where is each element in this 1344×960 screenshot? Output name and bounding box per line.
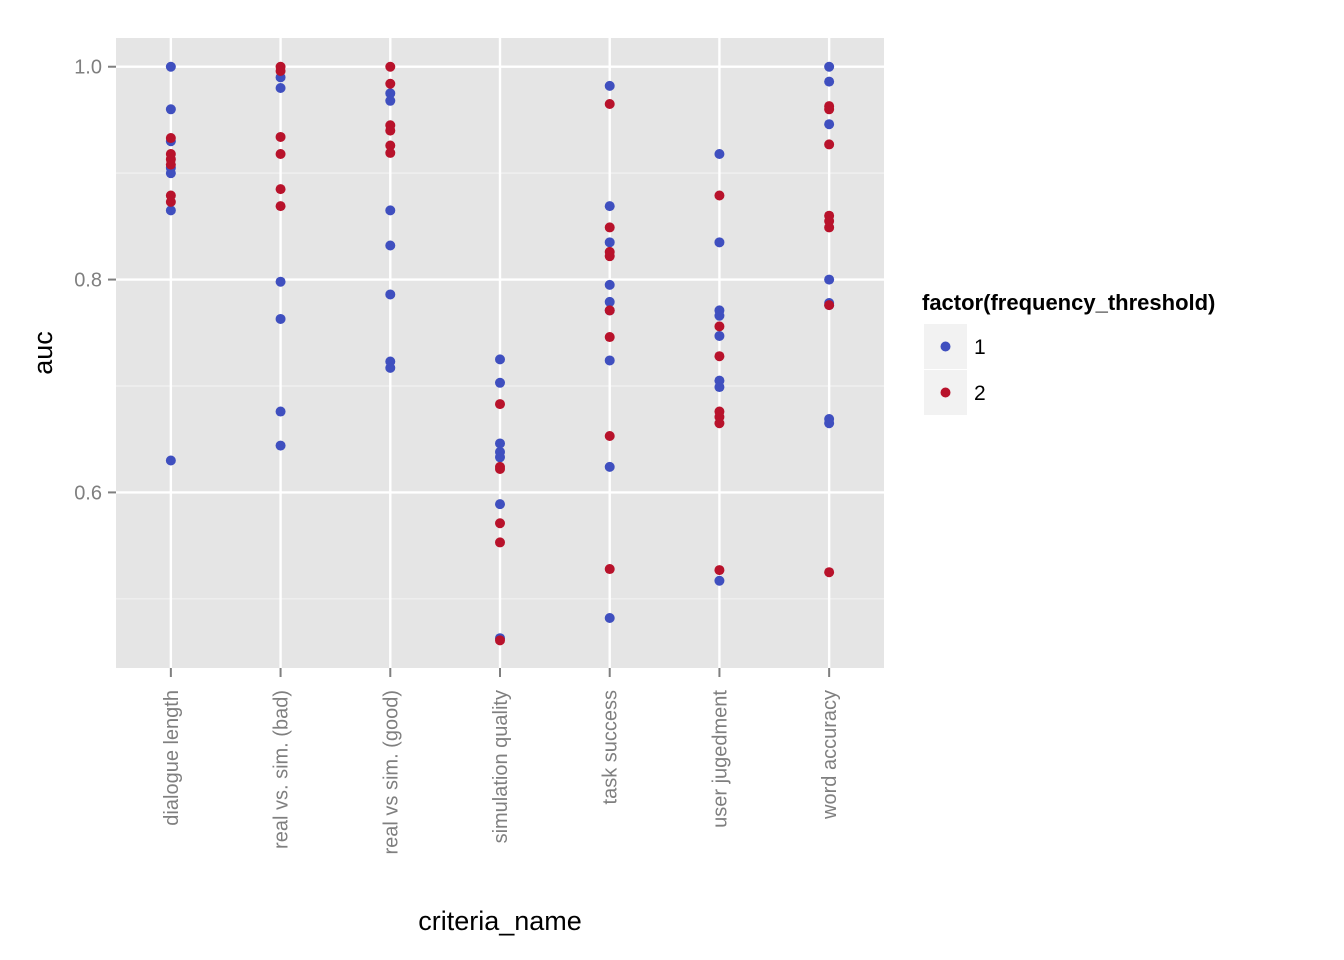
- y-tick-label: 0.6: [74, 482, 102, 504]
- data-point-series-2: [275, 201, 286, 212]
- legend-title: factor(frequency_threshold): [922, 290, 1215, 315]
- data-point-series-1: [714, 330, 725, 341]
- data-point-series-1: [165, 104, 176, 115]
- data-point-series-2: [714, 351, 725, 362]
- data-point-series-1: [165, 61, 176, 72]
- data-point-series-2: [275, 131, 286, 142]
- x-tick-label: user jugedment: [709, 690, 731, 828]
- data-point-series-2: [604, 305, 615, 316]
- data-point-series-1: [275, 276, 286, 287]
- data-point-series-2: [604, 251, 615, 262]
- data-point-series-1: [165, 455, 176, 466]
- data-point-series-1: [495, 452, 505, 463]
- data-point-series-1: [165, 168, 176, 179]
- data-point-series-2: [604, 332, 615, 343]
- x-tick-label: real vs. sim. (bad): [271, 690, 293, 849]
- data-point-series-1: [385, 240, 396, 251]
- data-point-series-1: [824, 418, 835, 429]
- data-point-series-1: [495, 438, 505, 449]
- y-axis-ticks: 0.6 0.8 1.0: [74, 57, 116, 504]
- data-point-series-2: [495, 537, 505, 548]
- data-point-series-1: [275, 313, 286, 324]
- data-point-series-1: [824, 76, 835, 87]
- data-point-series-1: [385, 95, 396, 106]
- y-tick-label: 0.8: [74, 270, 102, 292]
- data-point-series-2: [824, 104, 835, 115]
- y-axis-title: auc: [28, 331, 58, 375]
- data-point-series-2: [824, 300, 835, 311]
- x-tick-label: word accuracy: [819, 690, 841, 820]
- data-point-series-2: [385, 125, 396, 136]
- data-point-series-1: [275, 406, 286, 417]
- legend-key-marker: [940, 387, 951, 398]
- x-axis-ticks: dialogue length real vs. sim. (bad) real v…: [161, 668, 841, 855]
- data-point-series-1: [604, 296, 615, 307]
- data-point-series-1: [714, 382, 725, 393]
- data-point-series-2: [714, 418, 725, 429]
- data-point-series-2: [275, 65, 286, 76]
- data-point-series-1: [824, 119, 835, 130]
- legend-label: 1: [974, 336, 986, 359]
- data-point-series-1: [495, 499, 505, 510]
- data-point-series-2: [824, 139, 835, 150]
- data-point-series-1: [275, 440, 286, 451]
- data-point-series-1: [495, 354, 505, 365]
- data-point-series-2: [165, 196, 176, 207]
- data-point-series-2: [604, 431, 615, 442]
- data-point-series-1: [385, 289, 396, 300]
- data-point-series-2: [604, 564, 615, 575]
- data-point-series-1: [604, 201, 615, 212]
- data-point-series-1: [604, 355, 615, 366]
- legend-label: 2: [974, 382, 986, 405]
- x-tick-label: dialogue length: [161, 690, 183, 826]
- data-point-series-2: [385, 147, 396, 158]
- data-point-series-1: [604, 279, 615, 290]
- legend: factor(frequency_threshold) 1 2: [922, 290, 1215, 415]
- data-point-series-2: [714, 190, 725, 201]
- data-point-series-1: [604, 80, 615, 91]
- data-point-series-1: [824, 274, 835, 285]
- data-point-series-1: [385, 205, 396, 216]
- data-points: [165, 61, 835, 646]
- data-point-series-1: [275, 83, 286, 94]
- data-point-series-2: [495, 518, 505, 529]
- data-point-series-2: [275, 148, 286, 159]
- data-point-series-1: [495, 377, 505, 388]
- data-point-series-1: [714, 148, 725, 159]
- data-point-series-1: [824, 61, 835, 72]
- data-point-series-1: [385, 88, 396, 99]
- data-point-series-1: [714, 310, 725, 321]
- data-point-series-2: [604, 222, 615, 233]
- x-tick-label: real vs sim. (good): [380, 690, 402, 855]
- data-point-series-2: [714, 565, 725, 576]
- data-point-series-1: [165, 205, 176, 216]
- data-point-series-2: [495, 463, 505, 474]
- data-point-series-2: [714, 321, 725, 332]
- data-point-series-2: [495, 399, 505, 410]
- data-point-series-1: [604, 461, 615, 472]
- data-point-series-2: [165, 133, 176, 144]
- data-point-series-1: [604, 612, 615, 623]
- x-tick-label: task success: [600, 690, 622, 804]
- x-axis-title: criteria_name: [418, 906, 582, 936]
- data-point-series-2: [604, 98, 615, 109]
- data-point-series-1: [604, 237, 615, 248]
- data-point-series-2: [275, 184, 286, 195]
- x-tick-label: simulation quality: [490, 690, 512, 843]
- data-point-series-2: [165, 159, 176, 170]
- data-point-series-2: [495, 635, 505, 646]
- legend-key-marker: [940, 341, 951, 352]
- data-point-series-1: [714, 575, 725, 586]
- y-tick-label: 1.0: [74, 57, 102, 79]
- data-point-series-2: [385, 78, 396, 89]
- data-point-series-2: [824, 567, 835, 578]
- data-point-series-1: [385, 362, 396, 373]
- data-point-series-2: [385, 61, 396, 72]
- data-point-series-2: [385, 140, 396, 151]
- data-point-series-1: [714, 237, 725, 248]
- data-point-series-2: [824, 222, 835, 233]
